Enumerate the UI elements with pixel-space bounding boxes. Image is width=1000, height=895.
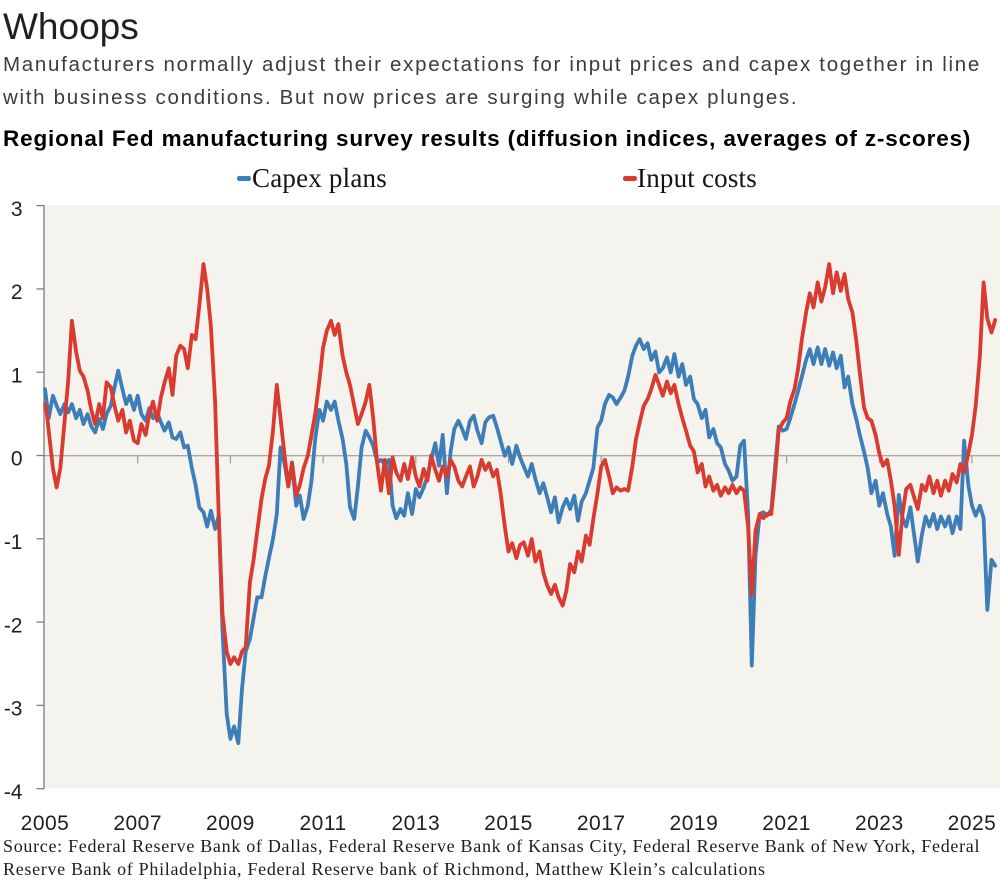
svg-text:2007: 2007 [113,812,162,835]
svg-text:2021: 2021 [762,812,811,835]
svg-text:0: 0 [11,448,23,471]
svg-text:2017: 2017 [577,812,626,835]
svg-text:2019: 2019 [670,812,719,835]
svg-text:2013: 2013 [391,812,440,835]
svg-text:-3: -3 [4,698,23,721]
svg-text:-2: -2 [4,614,23,637]
svg-text:2: 2 [11,281,23,304]
svg-text:3: 3 [11,198,23,221]
svg-text:2015: 2015 [484,812,533,835]
svg-text:2025: 2025 [948,812,997,835]
svg-text:2009: 2009 [206,812,255,835]
svg-text:2005: 2005 [21,812,70,835]
svg-text:-1: -1 [4,531,23,554]
svg-text:2011: 2011 [300,812,347,835]
svg-text:2023: 2023 [855,812,904,835]
svg-text:-4: -4 [4,781,23,804]
svg-text:1: 1 [11,364,23,387]
